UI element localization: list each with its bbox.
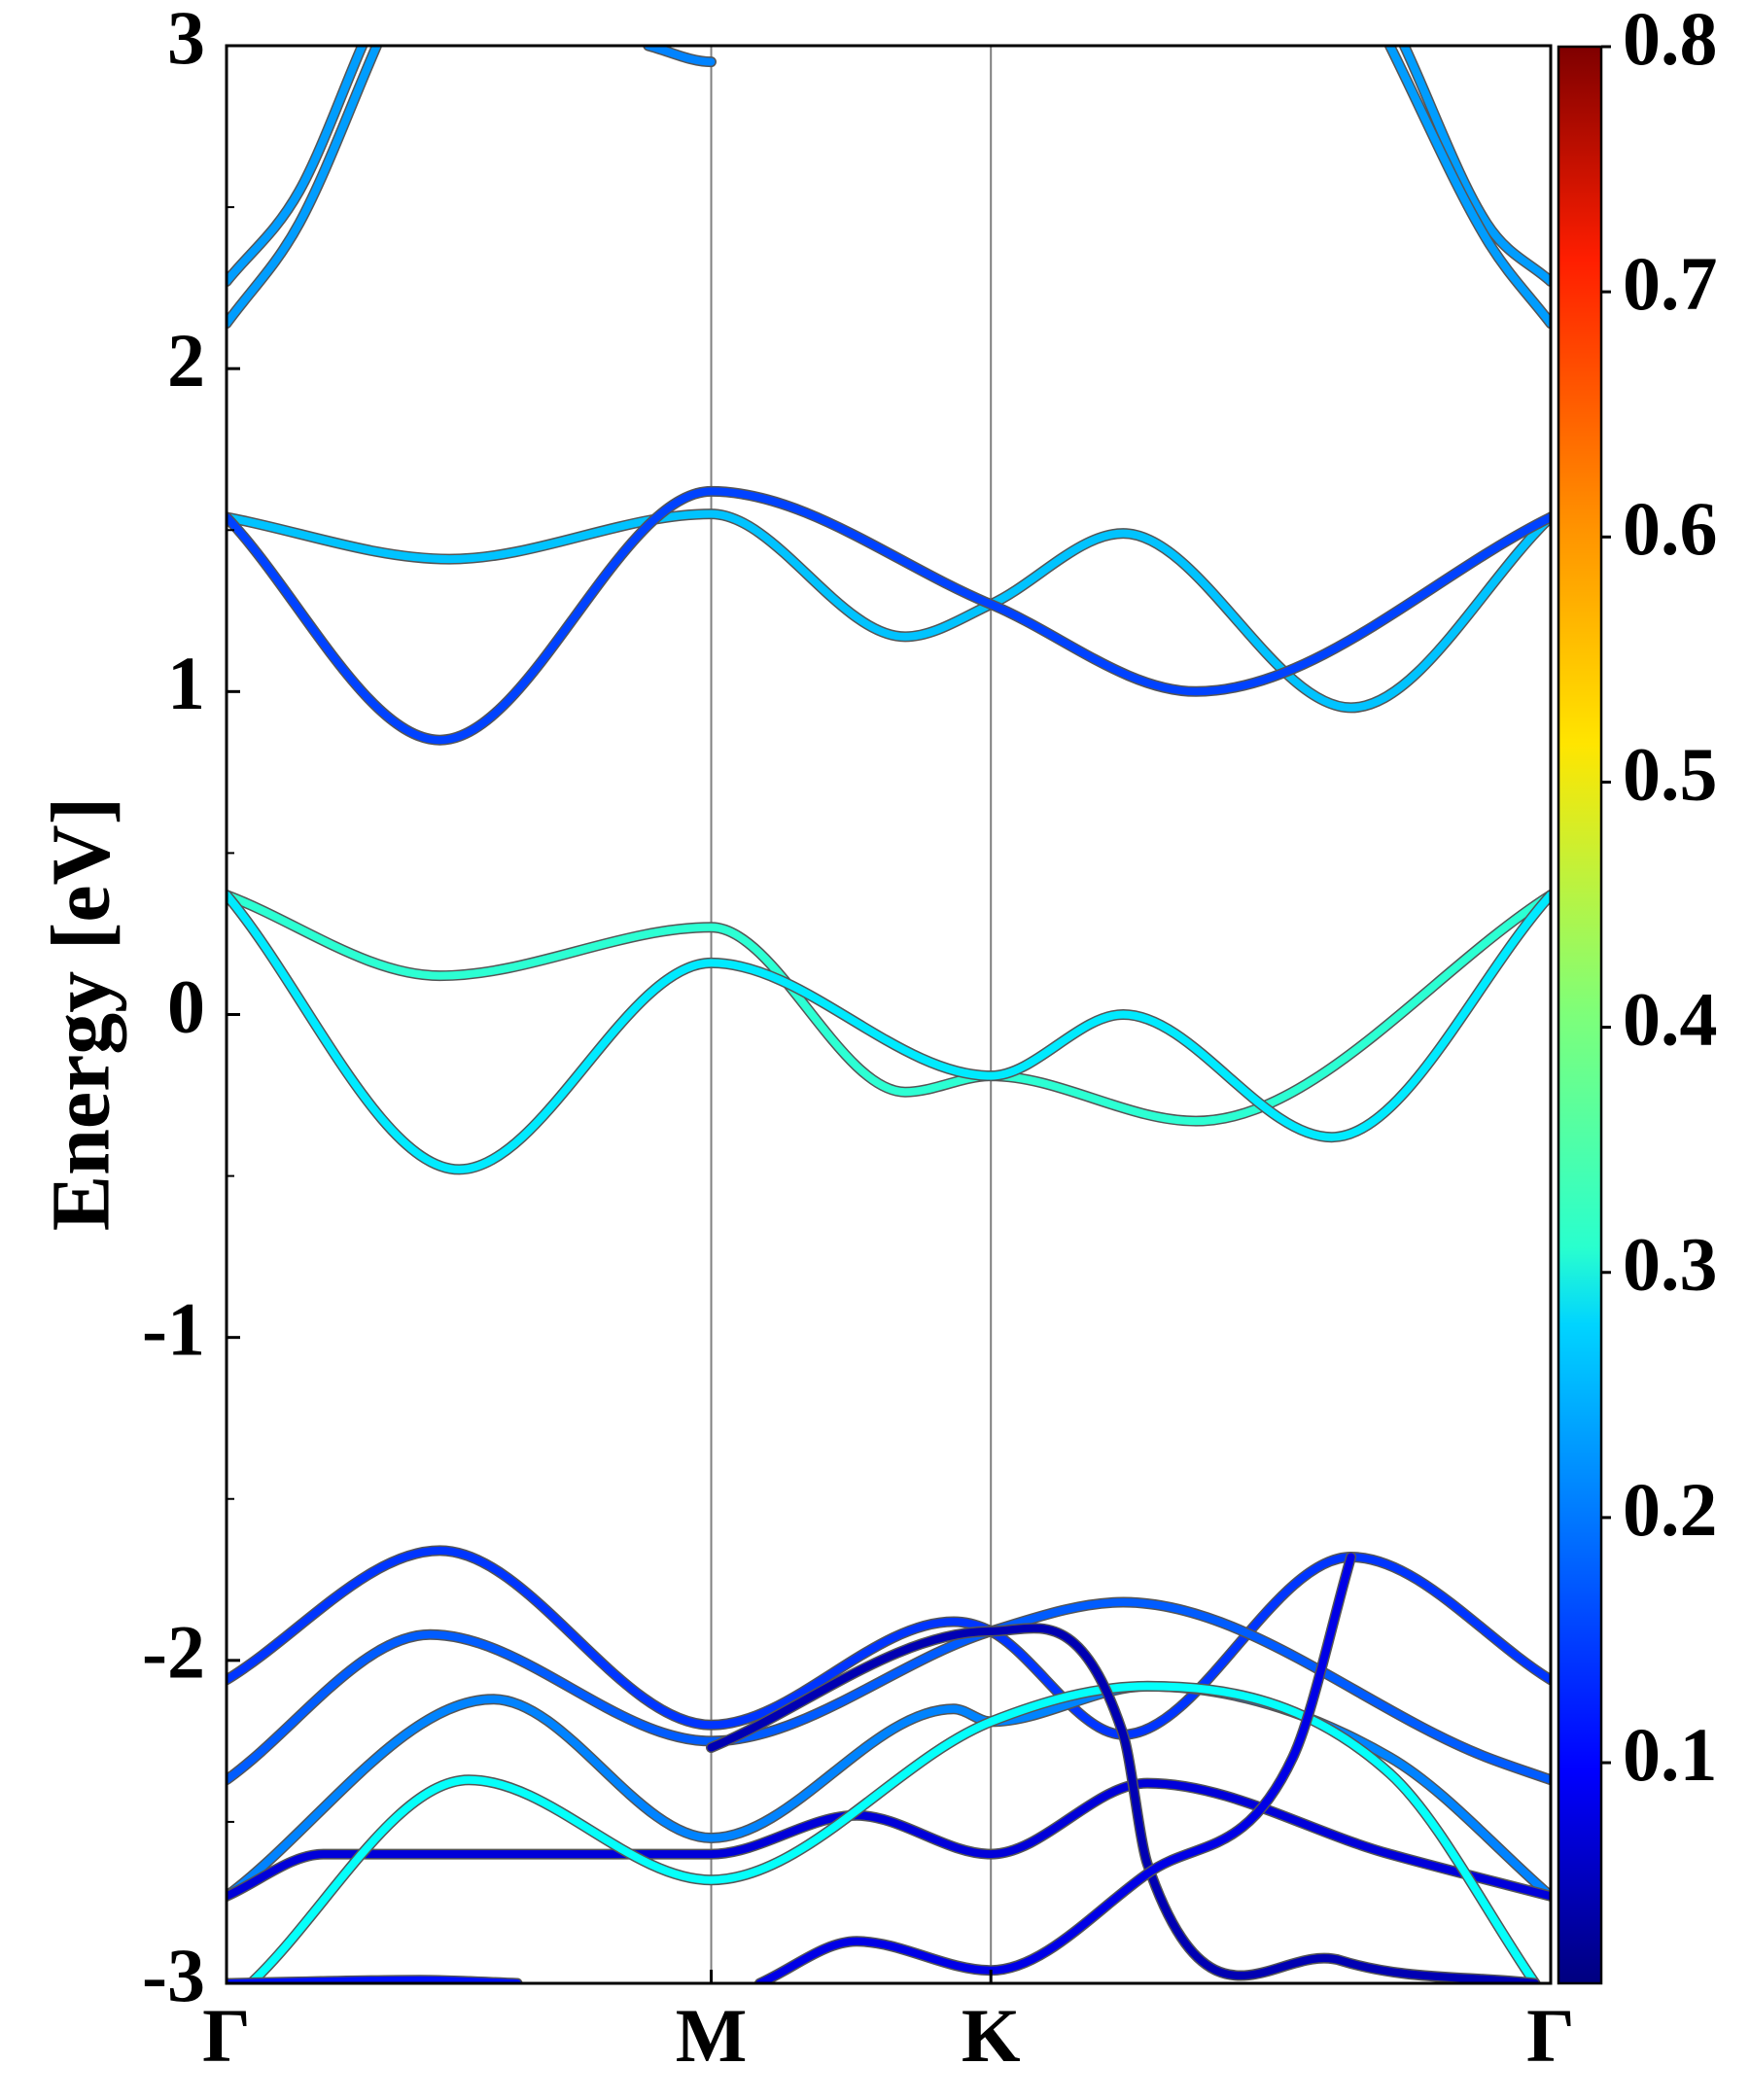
band-8 — [227, 891, 1551, 1173]
band-16 — [755, 1553, 1355, 1983]
y-tick-label: 2 — [167, 318, 205, 402]
y-axis: -3 -2 -1 0 1 2 3 — [142, 0, 240, 2017]
colorbar-tick-label: 0.5 — [1623, 731, 1718, 816]
colorbar: 0.1 0.2 0.3 0.4 0.5 0.6 0.7 0.8 — [1557, 0, 1718, 1985]
colorbar-tick-label: 0.3 — [1623, 1222, 1718, 1307]
x-tick-label: M — [676, 1993, 748, 2078]
colorbar-tick-label: 0.6 — [1623, 486, 1718, 571]
band-0 — [227, 46, 367, 286]
y-tick-label: -2 — [142, 1610, 205, 1695]
band-14 — [707, 1624, 1539, 1983]
colorbar-tick-label: 0.8 — [1623, 0, 1718, 81]
band-2 — [644, 46, 716, 66]
x-tick-label: Γ — [202, 1993, 251, 2078]
high-symmetry-lines — [710, 46, 993, 1983]
band-9 — [227, 1546, 1551, 1739]
band-5 — [227, 509, 1551, 712]
y-tick-label: 0 — [167, 963, 205, 1048]
colorbar-tick-label: 0.1 — [1623, 1712, 1718, 1797]
y-tick-label: -3 — [142, 1933, 205, 2017]
band-outline-5 — [227, 508, 1551, 714]
band-7 — [227, 891, 1551, 1126]
band-outline-3 — [1398, 46, 1551, 287]
colorbar-tick-label: 0.4 — [1623, 977, 1718, 1062]
x-tick-label: K — [962, 1993, 1021, 2078]
band-10 — [227, 1598, 1551, 1784]
y-tick-label: 3 — [167, 0, 205, 80]
colorbar-tick-label: 0.2 — [1623, 1467, 1718, 1552]
band-outline-8 — [227, 890, 1551, 1175]
y-tick-label: -1 — [142, 1287, 205, 1372]
band-12 — [227, 1779, 1551, 1901]
y-tick-label: 1 — [167, 641, 205, 725]
band-6 — [227, 487, 1551, 745]
colorbar-tick-label: 0.7 — [1623, 241, 1718, 326]
band-outline-0 — [227, 46, 368, 287]
x-tick-label: Γ — [1526, 1993, 1575, 2078]
band-lines — [227, 46, 1551, 1983]
band-13 — [246, 1682, 1539, 1983]
band-4 — [1385, 46, 1551, 328]
band-1 — [227, 46, 381, 328]
band-3 — [1400, 46, 1551, 286]
y-axis-title: Energy [eV] — [34, 797, 127, 1232]
colorbar-gradient — [1557, 45, 1603, 1985]
